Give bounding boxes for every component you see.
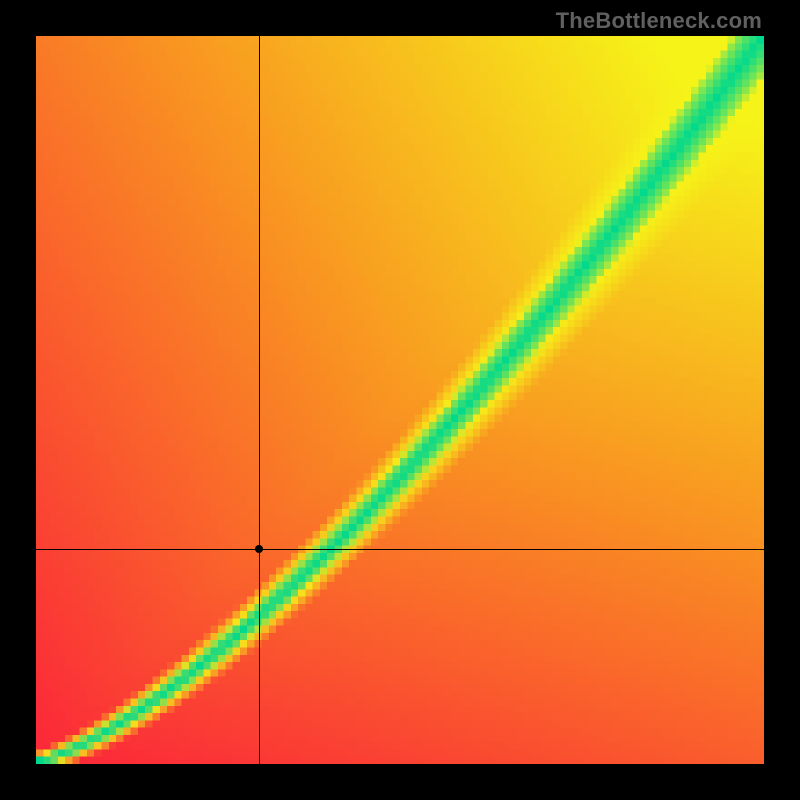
crosshair-horizontal [36,549,764,550]
heatmap-plot [36,36,764,764]
crosshair-vertical [259,36,260,764]
heatmap-canvas [36,36,764,764]
watermark-text: TheBottleneck.com [556,8,762,34]
crosshair-marker [255,545,263,553]
chart-container: TheBottleneck.com [0,0,800,800]
